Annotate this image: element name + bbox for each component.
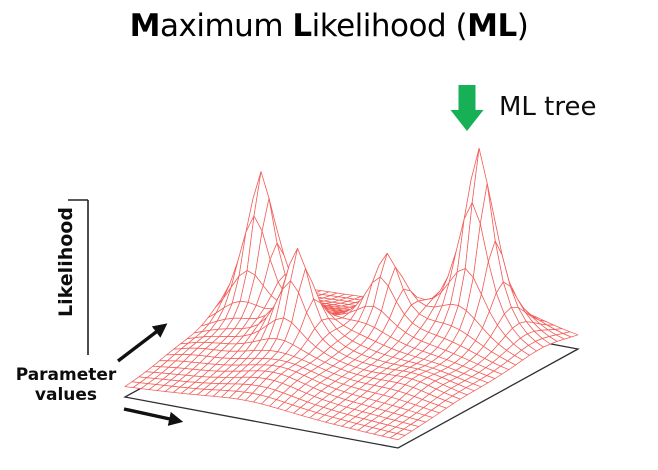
parameter-axis-arrow-1 (116, 323, 168, 363)
parameter-axis-arrow-2 (123, 407, 184, 426)
title-segment: M (129, 8, 161, 44)
title-segment: ) (516, 8, 529, 44)
slide-title: Maximum Likelihood (ML) (0, 8, 658, 44)
title-segment: aximum (160, 8, 293, 44)
title-segment: ML (467, 8, 517, 44)
parameter-label-line2: values (34, 385, 98, 405)
likelihood-axis-label: Likelihood (55, 207, 77, 317)
title-segment: L (292, 8, 312, 44)
ml-tree-arrow-icon (450, 85, 484, 131)
parameter-values-label: Parameter values (10, 365, 122, 405)
ml-tree-label: ML tree (499, 92, 597, 122)
parameter-label-line1: Parameter (15, 365, 117, 385)
title-segment: ikelihood ( (311, 8, 468, 44)
wireframe-mesh (389, 433, 406, 441)
